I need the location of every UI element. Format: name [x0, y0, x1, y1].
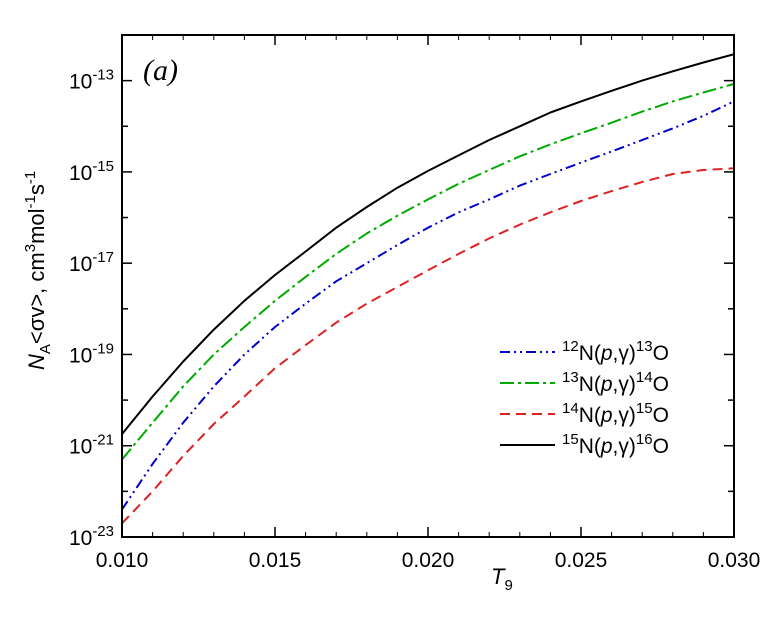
x-tick-label: 0.015: [249, 549, 302, 572]
plot-area: [122, 35, 734, 537]
series-line: [122, 82, 734, 461]
y-tick-label: 10-15: [69, 158, 114, 185]
plot-frame: [121, 34, 735, 538]
y-tick-label: 10-19: [69, 340, 114, 367]
series-lines: [122, 53, 734, 524]
legend-label: 14N(p,γ)15O: [562, 400, 669, 427]
x-tick-label: 0.010: [96, 549, 149, 572]
x-tick-label: 0.025: [555, 549, 608, 572]
y-axis-title: NA<σv>, cm3mol-1s-1: [22, 171, 54, 370]
y-tick-label: 10-13: [69, 67, 114, 94]
y-tick-label: 10-17: [69, 249, 114, 276]
y-tick-label: 10-23: [69, 523, 114, 550]
x-tick-label: 0.030: [708, 549, 761, 572]
y-tick-labels: 10-13 10-15 10-17 10-19 10-21 10-23: [69, 67, 114, 550]
x-axis-title: T9: [491, 564, 513, 594]
y-tick-label: 10-21: [69, 432, 114, 459]
x-tick-label: 0.020: [402, 549, 455, 572]
series-line: [122, 167, 734, 524]
legend-label: 13N(p,γ)14O: [562, 369, 669, 396]
series-line: [122, 100, 734, 511]
legend: 12N(p,γ)13O 13N(p,γ)14O 14N(p,γ)15O 15N(p,γ…: [500, 338, 669, 458]
series-line: [122, 53, 734, 435]
legend-label: 15N(p,γ)16O: [562, 431, 669, 458]
x-tick-labels: 0.010 0.015 0.020 0.025 0.030: [96, 549, 761, 572]
legend-label: 12N(p,γ)13O: [562, 338, 669, 365]
panel-label: (a): [143, 54, 178, 87]
